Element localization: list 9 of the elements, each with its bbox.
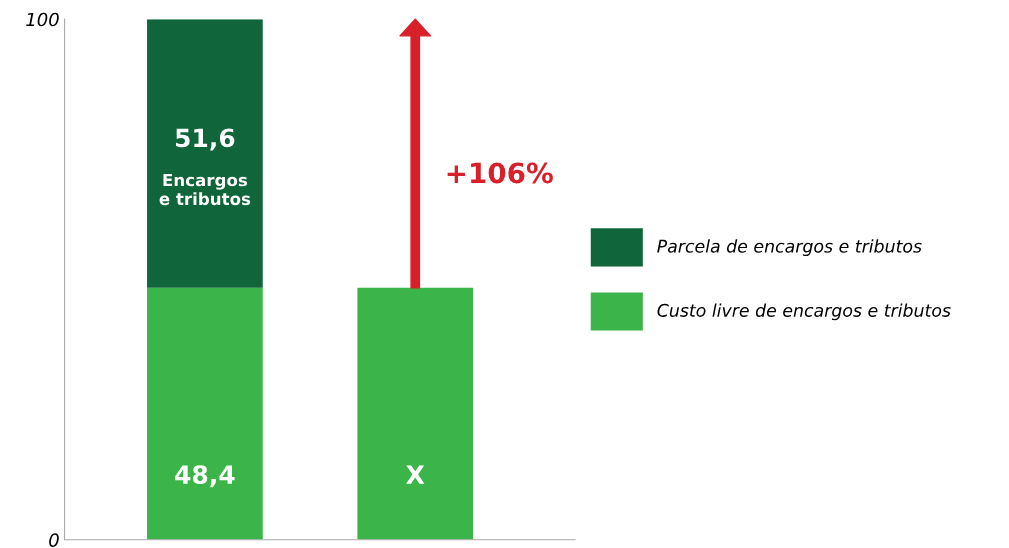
annotation: Encargos e tributos [159, 173, 251, 206]
legend-label: Custo livre de encargos e tributos [657, 303, 951, 321]
data-label: X [406, 465, 425, 484]
legend-label: Parcela de encargos e tributos [657, 239, 922, 257]
data-label: 51,6 [175, 128, 235, 151]
annotation: +106% [447, 162, 553, 184]
y-tick-label: 0 [49, 533, 59, 547]
data-label: 48,4 [175, 465, 235, 488]
y-tick-label: 100 [26, 12, 59, 27]
